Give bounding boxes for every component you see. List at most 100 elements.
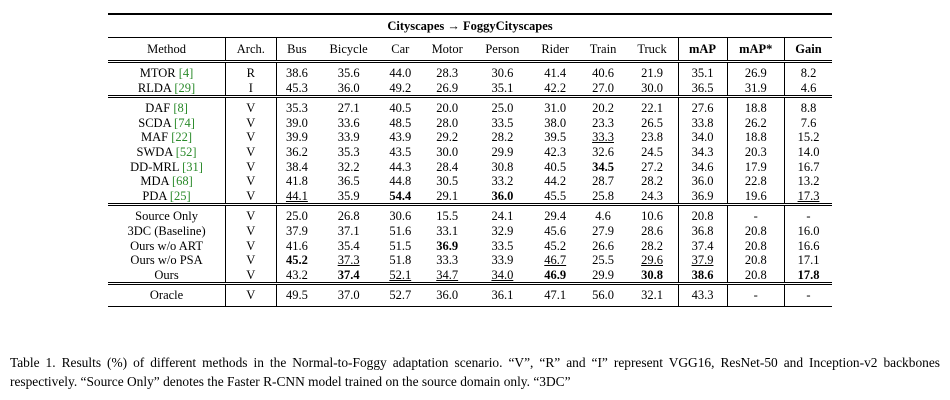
column-header: Truck bbox=[626, 37, 679, 63]
value-cell: 25.0 bbox=[473, 95, 531, 116]
value-cell: 14.0 bbox=[797, 144, 820, 159]
value-cell: 20.8 bbox=[727, 223, 786, 239]
value-cell: 36.8 bbox=[678, 223, 728, 239]
value-cell: 52.1 bbox=[389, 267, 412, 282]
value-cell: 8.8 bbox=[784, 95, 832, 116]
value-cell: 31.0 bbox=[530, 95, 580, 116]
value-cell: 4.6 bbox=[800, 80, 817, 95]
value-cell: 36.0 bbox=[420, 282, 474, 307]
value-cell: 33.1 bbox=[436, 223, 459, 238]
value-cell: 32.2 bbox=[337, 159, 360, 174]
method-cell: Ours bbox=[108, 267, 227, 284]
value-cell: 33.3 bbox=[592, 130, 614, 145]
value-cell: 38.0 bbox=[544, 115, 567, 130]
value-cell: 36.5 bbox=[678, 80, 728, 97]
value-cell: 34.6 bbox=[678, 159, 728, 175]
value-cell: 36.9 bbox=[436, 238, 459, 253]
value-cell: 42.2 bbox=[544, 80, 567, 95]
value-cell: 33.2 bbox=[491, 174, 514, 189]
table-row: PDA [25] V 44.1 35.9 54.4 29.1 36.0 45.5 25.8 24.… bbox=[108, 188, 832, 205]
table-row: DD-MRL [31] V 38.4 32.2 44.3 28.4 30.8 40.5 34.5… bbox=[108, 159, 832, 175]
value-cell: 20.8 bbox=[678, 203, 728, 224]
value-cell: 52.7 bbox=[379, 282, 421, 307]
citation: [25] bbox=[169, 188, 191, 203]
citation: [68] bbox=[171, 174, 193, 189]
column-header: Car bbox=[379, 37, 421, 63]
value-cell: 30.0 bbox=[436, 144, 459, 159]
value-cell: 34.5 bbox=[592, 159, 614, 174]
value-cell: 36.0 bbox=[678, 174, 728, 189]
arch-cell: V bbox=[225, 115, 277, 131]
column-header: Bicycle bbox=[317, 37, 380, 63]
value-cell: 39.9 bbox=[285, 130, 308, 145]
value-cell: 30.5 bbox=[436, 174, 459, 189]
value-cell: 26.2 bbox=[727, 115, 786, 131]
value-cell: 39.5 bbox=[544, 130, 567, 145]
value-cell: 27.1 bbox=[317, 95, 380, 116]
method-cell: DD-MRL [31] bbox=[108, 159, 227, 175]
table-row: SWDA [52] V 36.2 35.3 43.5 30.0 29.9 42.3 32.6 24… bbox=[108, 144, 832, 160]
arch-cell: V bbox=[225, 188, 277, 205]
value-cell: 16.0 bbox=[797, 223, 820, 238]
value-cell: 44.0 bbox=[379, 59, 421, 81]
value-cell: 49.5 bbox=[276, 282, 318, 307]
column-header: Motor bbox=[420, 37, 474, 63]
value-cell: 39.0 bbox=[285, 115, 308, 130]
arch-cell: V bbox=[225, 144, 277, 160]
value-cell: 51.5 bbox=[389, 238, 412, 253]
value-cell: 20.8 bbox=[727, 238, 786, 254]
method-cell: SCDA [74] bbox=[108, 115, 227, 131]
value-cell: 24.3 bbox=[626, 188, 679, 205]
value-cell: 36.1 bbox=[473, 282, 531, 307]
value-cell: 29.9 bbox=[592, 267, 614, 282]
value-cell: 41.6 bbox=[285, 238, 308, 253]
method-cell: Ours w/o PSA bbox=[108, 253, 227, 268]
table-row: MDA [68] V 41.8 36.5 44.8 30.5 33.2 44.2 28.7 28.… bbox=[108, 174, 832, 189]
method-name: RLDA bbox=[137, 80, 172, 95]
value-cell: 28.6 bbox=[626, 223, 679, 239]
method-cell: Ours w/o ART bbox=[108, 238, 227, 254]
value-cell: 45.2 bbox=[285, 253, 308, 268]
method-name: Ours w/o PSA bbox=[130, 253, 203, 268]
value-cell: 40.5 bbox=[544, 159, 567, 174]
value-cell: 34.3 bbox=[678, 144, 728, 160]
column-header: Bus bbox=[276, 37, 318, 63]
value-cell: 16.6 bbox=[797, 238, 820, 253]
value-cell: 18.8 bbox=[727, 130, 786, 145]
value-cell: 19.6 bbox=[727, 188, 786, 205]
caption: Table 1. Results (%) of different method… bbox=[10, 355, 940, 389]
column-header: Gain bbox=[784, 37, 832, 63]
method-cell: MAF [22] bbox=[108, 130, 227, 145]
value-cell: 34.0 bbox=[491, 267, 514, 282]
value-cell: 51.8 bbox=[389, 253, 412, 268]
value-cell: 45.3 bbox=[285, 80, 308, 95]
value-cell: 18.8 bbox=[727, 95, 786, 116]
value-cell: 17.1 bbox=[797, 253, 820, 268]
value-cell: 13.2 bbox=[797, 174, 820, 189]
value-cell: 28.0 bbox=[436, 115, 459, 130]
value-cell: - bbox=[784, 203, 832, 224]
value-cell: 35.4 bbox=[337, 238, 360, 253]
value-cell: 37.4 bbox=[678, 238, 728, 254]
arch-cell: V bbox=[225, 130, 277, 145]
value-cell: 33.3 bbox=[436, 253, 459, 268]
value-cell: 23.8 bbox=[626, 130, 679, 145]
value-cell: 33.8 bbox=[678, 115, 728, 131]
citation: [4] bbox=[178, 66, 194, 80]
value-cell: 45.2 bbox=[544, 238, 567, 253]
table-row: MAF [22] V 39.9 33.9 43.9 29.2 28.2 39.5 33.3 23.… bbox=[108, 130, 832, 145]
value-cell: 22.1 bbox=[626, 95, 679, 116]
value-cell: 21.9 bbox=[626, 59, 679, 81]
value-cell: 32.9 bbox=[491, 223, 514, 238]
arch-cell: V bbox=[225, 267, 277, 284]
value-cell: 34.0 bbox=[678, 130, 728, 145]
value-cell: 45.5 bbox=[544, 188, 567, 203]
value-cell: 40.6 bbox=[579, 59, 627, 81]
value-cell: 30.0 bbox=[626, 80, 679, 97]
value-cell: 40.5 bbox=[379, 95, 421, 116]
value-cell: 37.3 bbox=[337, 253, 360, 268]
method-cell: MTOR [4] bbox=[108, 59, 227, 81]
value-cell: 38.6 bbox=[678, 267, 728, 284]
table-row: SCDA [74] V 39.0 33.6 48.5 28.0 33.5 38.0 23.3 26… bbox=[108, 115, 832, 131]
value-cell: - bbox=[784, 282, 832, 307]
